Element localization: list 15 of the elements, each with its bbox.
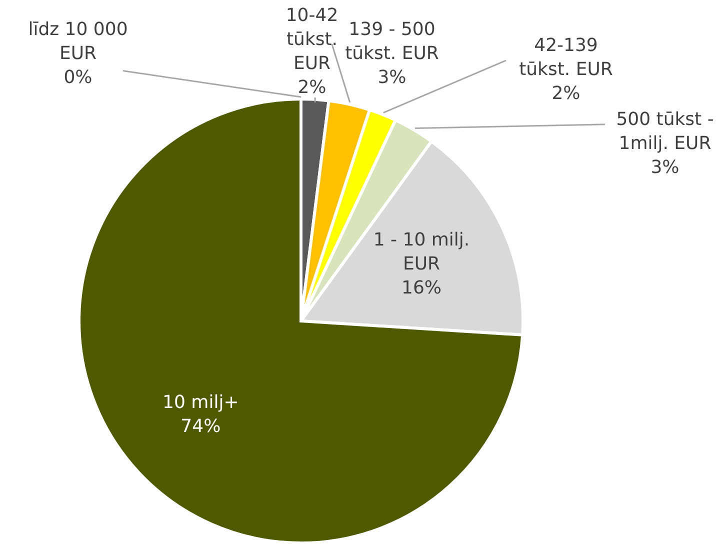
data-label: 74% [180,416,221,438]
pie-slice [78,98,524,544]
category-label: līdz 10 000 EUR [28,19,128,64]
data-label: 16% [402,277,442,298]
data-label: 3% [650,157,680,178]
slice-label: 42-139 tūkst. EUR [519,35,613,80]
slice-label: 500 tūkst - 1milj. EUR [616,109,714,154]
text: 0% [64,67,92,88]
data-label: 2% [552,83,580,104]
slice-label: 10-42 tūkst. EUR [286,5,338,74]
slice-label: 139 - 500 tūkst. EUR [345,19,439,64]
slice-label: 10 milj+ [162,392,239,414]
data-label: 2% [298,77,326,98]
data-label: 3% [378,67,406,88]
slice-label: 1 - 10 milj. EUR [373,229,470,274]
